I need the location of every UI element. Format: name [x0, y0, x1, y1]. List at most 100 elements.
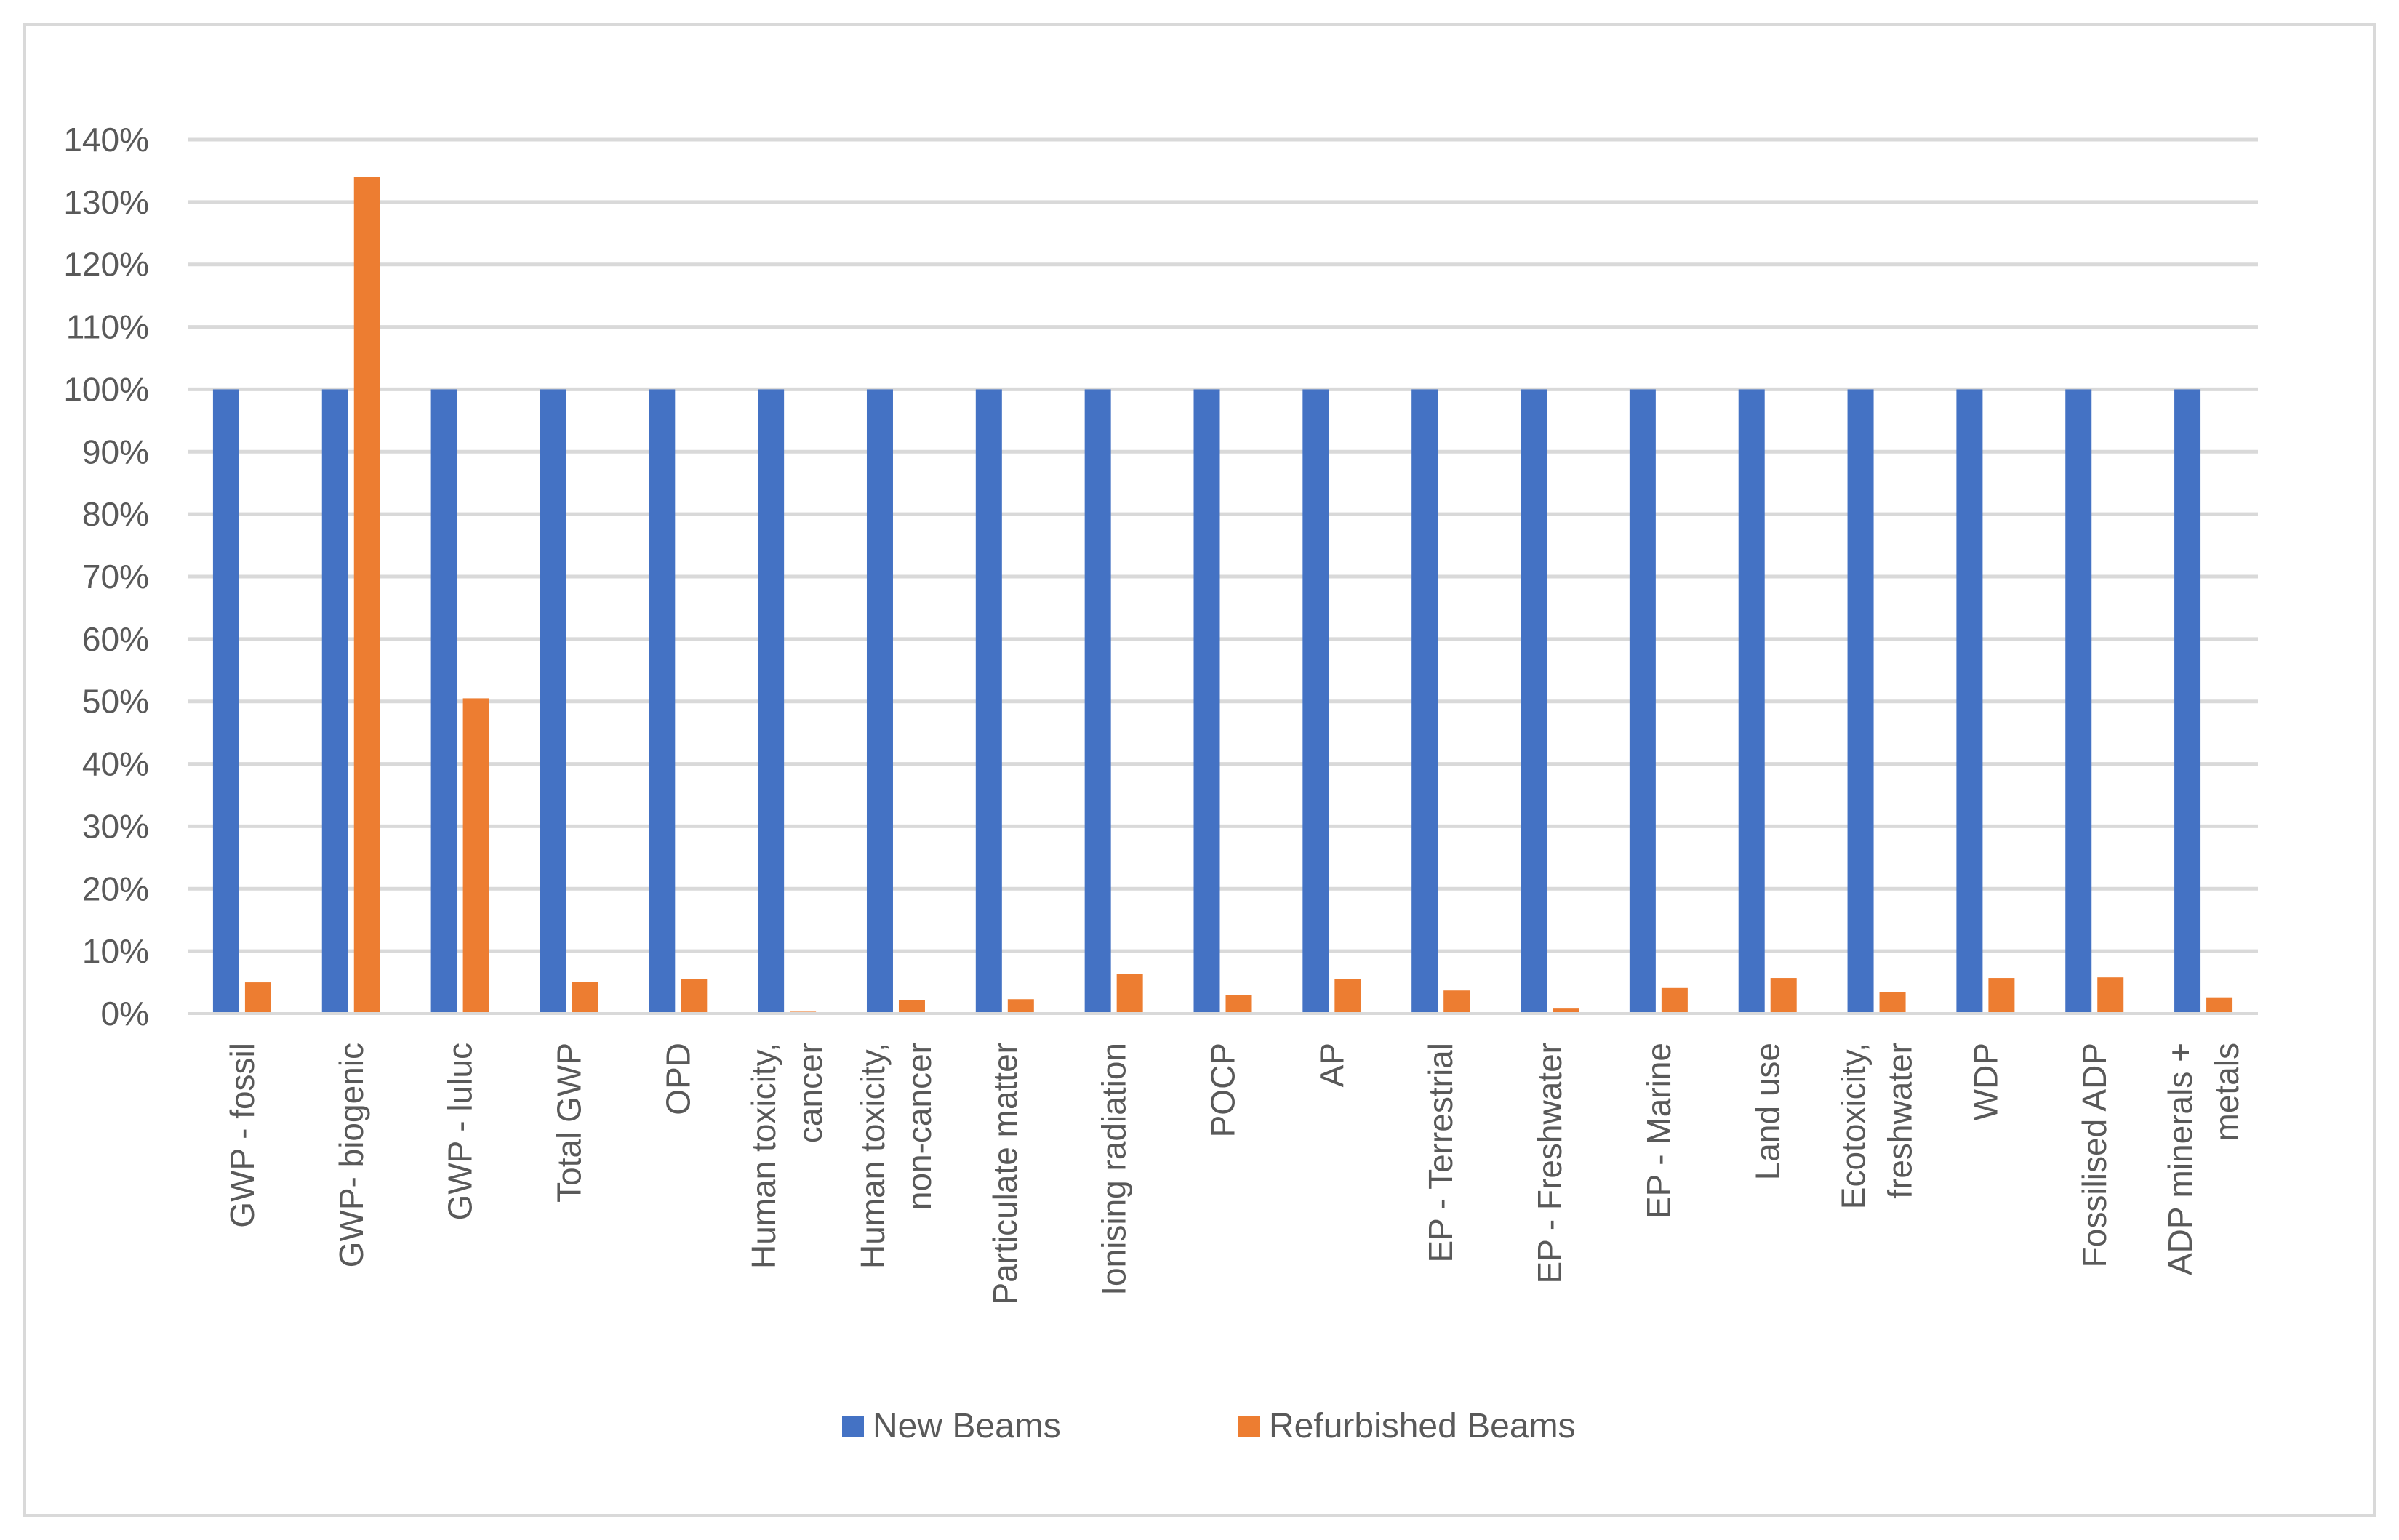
x-category-label: EP - Marine: [1640, 1043, 1678, 1219]
x-category-label-line: Total GWP: [550, 1043, 588, 1203]
x-category-label: Fossilised ADP: [2075, 1043, 2113, 1267]
y-tick-label: 140%: [63, 121, 149, 159]
y-tick-label: 110%: [66, 308, 149, 346]
bars: [212, 177, 2233, 1014]
bar-refurbished-beams: [572, 982, 598, 1014]
x-category-label: Particulate matter: [986, 1043, 1024, 1304]
x-category-label-line: Ecotoxicity,: [1835, 1043, 1873, 1209]
x-category-label-line: EP - Freshwater: [1531, 1043, 1569, 1283]
x-category-label: WDP: [1966, 1043, 2004, 1120]
bar-refurbished-beams: [681, 979, 708, 1014]
y-tick-label: 10%: [82, 932, 149, 970]
bar-refurbished-beams: [2206, 997, 2233, 1014]
x-category-label: EP - Freshwater: [1531, 1043, 1569, 1283]
bar-refurbished-beams: [244, 982, 271, 1014]
bar-new-beams: [212, 389, 239, 1014]
x-category-label-line: cancer: [791, 1043, 829, 1143]
x-category-label: GWP - fossil: [223, 1043, 261, 1228]
x-category-label-line: Human toxicity,: [854, 1043, 892, 1269]
bar-refurbished-beams: [1443, 990, 1470, 1014]
x-category-label-line: EP - Terrestrial: [1422, 1043, 1459, 1263]
x-category-label-line: POCP: [1204, 1043, 1242, 1137]
x-category-label: EP - Terrestrial: [1422, 1043, 1459, 1263]
bar-new-beams: [1629, 389, 1656, 1014]
y-tick-label: 90%: [82, 433, 149, 470]
x-category-label: Land use: [1749, 1043, 1787, 1180]
legend: New Beams Refurbished Beams: [842, 1407, 1576, 1445]
legend-label-refurbished-beams: Refurbished Beams: [1269, 1407, 1576, 1445]
bar-new-beams: [758, 389, 785, 1014]
bar-new-beams: [1956, 389, 1983, 1014]
x-category-label: AP: [1313, 1043, 1350, 1087]
x-category-label-line: ADP minerals +: [2161, 1043, 2199, 1275]
legend-swatch-refurbished-beams: [1238, 1416, 1260, 1437]
x-axis-category-labels: GWP - fossil GWP- biogenic GWP - luluc Tota…: [223, 1043, 2246, 1304]
legend-label-new-beams: New Beams: [873, 1407, 1061, 1445]
x-category-label: GWP- biogenic: [332, 1043, 370, 1267]
y-tick-label: 120%: [63, 246, 149, 284]
legend-swatch-new-beams: [842, 1416, 864, 1437]
bar-new-beams: [2065, 389, 2092, 1014]
bar-new-beams: [540, 389, 566, 1014]
bar-new-beams: [430, 389, 457, 1014]
x-category-label-line: GWP- biogenic: [332, 1043, 370, 1267]
x-category-label-line: WDP: [1966, 1043, 2004, 1120]
y-tick-label: 130%: [63, 183, 149, 221]
x-category-label-line: AP: [1313, 1043, 1350, 1087]
x-category-label: Total GWP: [550, 1043, 588, 1203]
x-category-label: Ionising radiation: [1095, 1043, 1133, 1296]
bar-refurbished-beams: [353, 177, 380, 1014]
x-category-label-line: freshwater: [1881, 1043, 1919, 1199]
bar-refurbished-beams: [1553, 1008, 1579, 1014]
bar-refurbished-beams: [1007, 999, 1034, 1014]
x-category-label-line: GWP - fossil: [223, 1043, 261, 1228]
bar-refurbished-beams: [1334, 979, 1361, 1014]
bar-refurbished-beams: [898, 1000, 925, 1014]
x-category-label-line: Ionising radiation: [1095, 1043, 1133, 1296]
x-category-label-line: OPD: [659, 1043, 697, 1115]
x-category-label-line: GWP - luluc: [441, 1043, 479, 1221]
bar-new-beams: [866, 389, 893, 1014]
x-category-label: Human toxicity, non-cancer: [854, 1043, 938, 1269]
bar-refurbished-beams: [462, 698, 489, 1014]
y-tick-label: 40%: [82, 745, 149, 783]
bar-new-beams: [1411, 389, 1438, 1014]
x-category-label: POCP: [1204, 1043, 1242, 1137]
bar-refurbished-beams: [1225, 995, 1252, 1014]
bar-new-beams: [975, 389, 1002, 1014]
x-category-label-line: metals: [2208, 1043, 2246, 1141]
x-category-label: Ecotoxicity, freshwater: [1835, 1043, 1919, 1209]
x-category-label-line: Fossilised ADP: [2075, 1043, 2113, 1267]
bar-new-beams: [1084, 389, 1111, 1014]
bar-refurbished-beams: [1988, 978, 2015, 1014]
y-tick-label: 50%: [82, 683, 149, 721]
bar-refurbished-beams: [1661, 987, 1688, 1014]
y-tick-label: 70%: [82, 558, 149, 595]
y-tick-label: 80%: [82, 495, 149, 533]
bar-new-beams: [1738, 389, 1765, 1014]
y-tick-label: 30%: [82, 807, 149, 845]
x-category-label-line: Land use: [1749, 1043, 1787, 1180]
y-tick-label: 20%: [82, 870, 149, 907]
bar-new-beams: [321, 389, 348, 1014]
y-tick-label: 0%: [101, 995, 149, 1032]
x-category-label: Human toxicity, cancer: [745, 1043, 829, 1269]
x-category-label-line: Particulate matter: [986, 1043, 1024, 1304]
bar-refurbished-beams: [1879, 992, 1906, 1014]
x-category-label-line: Human toxicity,: [745, 1043, 782, 1269]
bar-new-beams: [1521, 389, 1547, 1014]
x-category-label: GWP - luluc: [441, 1043, 479, 1221]
x-category-label-line: non-cancer: [900, 1043, 938, 1210]
y-axis-tick-labels: 0% 10% 20% 30% 40% 50% 60% 70% 80% 90% 100% 110% 120…: [63, 121, 149, 1032]
x-category-label: ADP minerals + metals: [2161, 1043, 2246, 1275]
bar-refurbished-beams: [2097, 977, 2124, 1014]
y-tick-label: 100%: [63, 370, 149, 408]
x-category-label-line: EP - Marine: [1640, 1043, 1678, 1219]
gridlines: [188, 137, 2258, 953]
x-category-label: OPD: [659, 1043, 697, 1115]
bar-new-beams: [649, 389, 676, 1014]
bar-new-beams: [1193, 389, 1220, 1014]
bar-new-beams: [1302, 389, 1329, 1014]
